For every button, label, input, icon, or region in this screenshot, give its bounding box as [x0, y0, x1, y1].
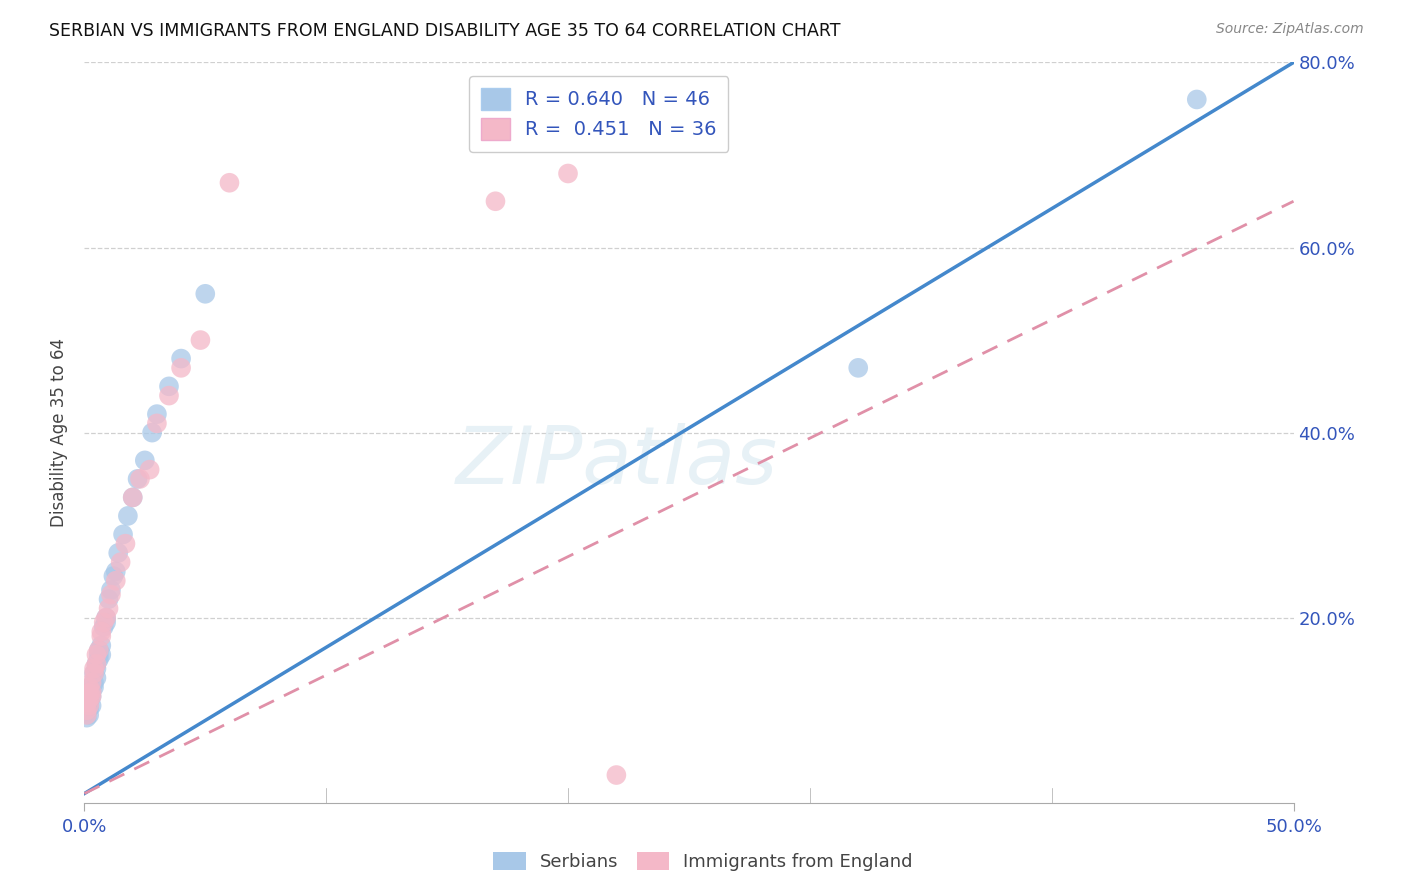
Point [484, 194, 506, 209]
Point [107, 546, 129, 560]
Point [76, 690, 98, 704]
Point [87, 648, 110, 662]
Legend: Serbians, Immigrants from England: Serbians, Immigrants from England [486, 845, 920, 879]
Point [138, 462, 160, 476]
Point [97, 601, 120, 615]
Point [76, 696, 98, 710]
Point [90, 648, 112, 662]
Point [80, 685, 103, 699]
Point [90, 624, 112, 639]
Point [100, 588, 122, 602]
Point [83, 666, 105, 681]
Point [117, 508, 139, 523]
Point [80, 680, 103, 694]
Point [77, 690, 100, 704]
Point [104, 565, 127, 579]
Point [190, 333, 212, 347]
Point [77, 687, 100, 701]
Point [94, 610, 117, 624]
Point [100, 582, 122, 597]
Point [605, 768, 627, 782]
Point [76, 698, 98, 713]
Point [90, 629, 112, 643]
Point [77, 680, 100, 694]
Point [97, 592, 120, 607]
Point [77, 687, 100, 701]
Point [121, 491, 143, 505]
Point [86, 657, 108, 671]
Point [157, 379, 180, 393]
Point [77, 698, 100, 713]
Point [114, 536, 136, 550]
Point [129, 472, 152, 486]
Point [80, 675, 103, 690]
Point [77, 692, 100, 706]
Point [103, 569, 125, 583]
Point [93, 615, 115, 630]
Point [77, 701, 100, 715]
Point [77, 707, 100, 722]
Point [80, 698, 103, 713]
Point [134, 453, 156, 467]
Point [218, 176, 240, 190]
Point [157, 388, 180, 402]
Point [94, 615, 117, 630]
Point [86, 662, 108, 676]
Point [77, 692, 100, 706]
Point [83, 666, 105, 681]
Point [146, 407, 169, 421]
Point [93, 620, 115, 634]
Point [76, 694, 98, 708]
Point [1185, 92, 1208, 106]
Point [86, 657, 108, 671]
Point [80, 690, 103, 704]
Point [170, 360, 193, 375]
Point [76, 707, 98, 722]
Legend: R = 0.640   N = 46, R =  0.451   N = 36: R = 0.640 N = 46, R = 0.451 N = 36 [470, 76, 728, 152]
Point [80, 685, 103, 699]
Point [94, 610, 117, 624]
Point [87, 652, 110, 666]
Point [76, 705, 98, 719]
Point [87, 643, 110, 657]
Point [86, 648, 108, 662]
Point [104, 574, 127, 588]
Point [76, 703, 98, 717]
Y-axis label: Disability Age 35 to 64: Disability Age 35 to 64 [51, 338, 69, 527]
Point [83, 662, 105, 676]
Point [146, 417, 169, 431]
Point [90, 639, 112, 653]
Point [121, 491, 143, 505]
Point [127, 472, 149, 486]
Point [77, 696, 100, 710]
Point [557, 166, 579, 180]
Point [76, 711, 98, 725]
Point [80, 690, 103, 704]
Point [141, 425, 163, 440]
Text: Source: ZipAtlas.com: Source: ZipAtlas.com [1216, 22, 1364, 37]
Point [112, 527, 135, 541]
Point [83, 675, 105, 690]
Point [110, 555, 132, 569]
Point [194, 286, 217, 301]
Text: ZIPatlas: ZIPatlas [456, 423, 778, 501]
Text: SERBIAN VS IMMIGRANTS FROM ENGLAND DISABILITY AGE 35 TO 64 CORRELATION CHART: SERBIAN VS IMMIGRANTS FROM ENGLAND DISAB… [49, 22, 841, 40]
Point [83, 680, 105, 694]
Point [846, 360, 869, 375]
Point [86, 671, 108, 685]
Point [87, 643, 110, 657]
Point [76, 703, 98, 717]
Point [170, 351, 193, 366]
